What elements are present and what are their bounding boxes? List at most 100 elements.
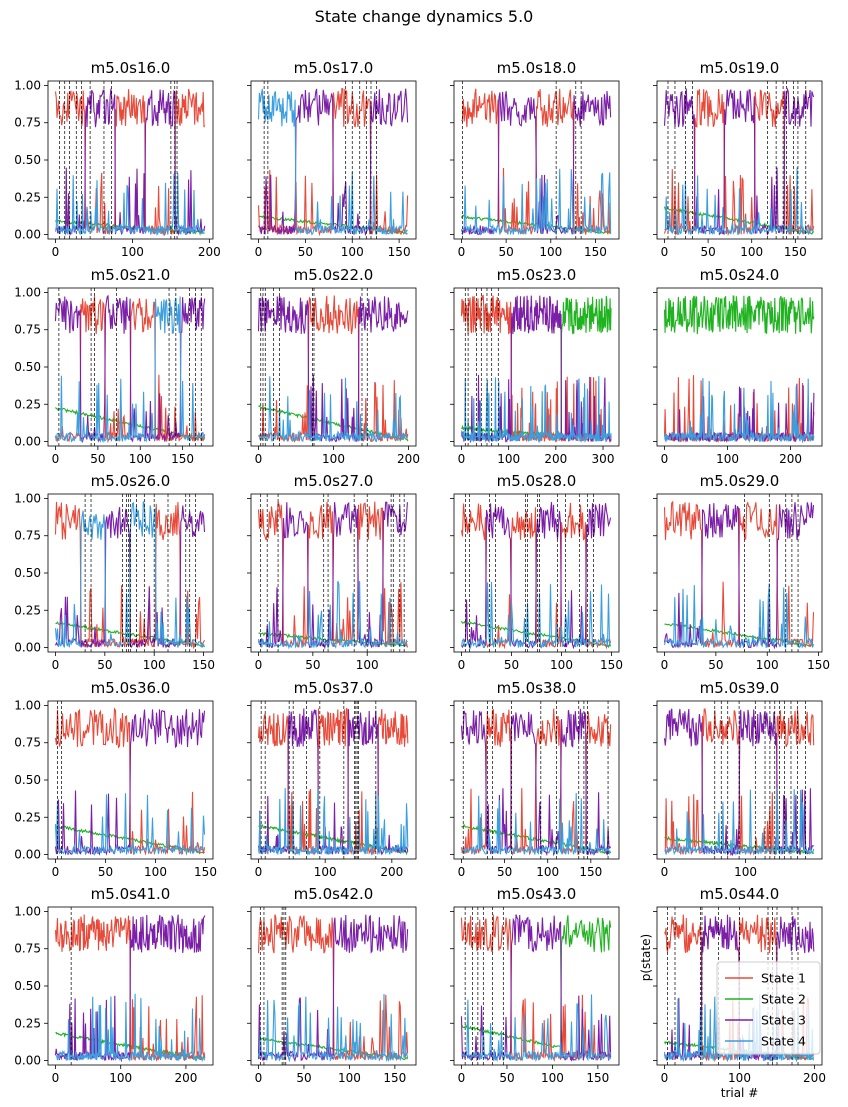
x-tick-label: 0 bbox=[52, 658, 60, 672]
x-tick-label: 100 bbox=[550, 658, 573, 672]
x-tick-label: 300 bbox=[592, 452, 615, 466]
x-tick-label: 100 bbox=[109, 1071, 132, 1085]
y-tick-label: 0.50 bbox=[14, 360, 41, 374]
series-line-state-4 bbox=[257, 580, 408, 650]
x-tick-label: 150 bbox=[600, 658, 623, 672]
y-tick-label: 0.50 bbox=[14, 153, 41, 167]
plot-area bbox=[460, 81, 612, 239]
series-line-state-1 bbox=[257, 914, 409, 1062]
subplot-m5.0s24.0: m5.0s24.0 0 100 200 bbox=[653, 266, 823, 466]
x-tick-label: 100 bbox=[143, 658, 166, 672]
subplot-m5.0s27.0: m5.0s27.0 0 50 100 bbox=[247, 472, 417, 672]
y-tick-label: 0.00 bbox=[14, 641, 41, 655]
plot-area bbox=[54, 701, 206, 859]
x-tick-label: 200 bbox=[803, 1071, 826, 1085]
x-tick-label: 100 bbox=[341, 245, 364, 259]
x-tick-label: 100 bbox=[716, 452, 739, 466]
x-tick-label: 50 bbox=[298, 245, 313, 259]
subplot-m5.0s42.0: m5.0s42.0 0 50 100 150 bbox=[247, 885, 417, 1085]
x-tick-label: 0 bbox=[661, 865, 669, 879]
y-tick-label: 0.50 bbox=[14, 566, 41, 580]
x-axis-label: trial # bbox=[721, 1086, 759, 1100]
subplot-m5.0s23.0: m5.0s23.0 0 100 200 300 bbox=[450, 266, 620, 466]
subplot-m5.0s39.0: m5.0s39.0 0 100 bbox=[653, 679, 823, 879]
x-tick-label: 100 bbox=[728, 1071, 751, 1085]
x-tick-label: 0 bbox=[458, 1071, 466, 1085]
x-tick-label: 100 bbox=[338, 1071, 361, 1085]
series-line-state-4 bbox=[257, 993, 409, 1063]
y-tick-label: 1.00 bbox=[14, 698, 41, 712]
x-tick-label: 0 bbox=[52, 865, 60, 879]
series-line-state-3 bbox=[461, 502, 612, 650]
plot-area bbox=[257, 288, 409, 446]
subplot-title: m5.0s43.0 bbox=[497, 885, 577, 903]
x-tick-label: 0 bbox=[458, 452, 466, 466]
x-tick-label: 50 bbox=[296, 1071, 311, 1085]
plot-area bbox=[460, 288, 612, 446]
legend-label: State 4 bbox=[761, 1034, 806, 1049]
y-tick-label: 0.50 bbox=[14, 979, 41, 993]
plot-area bbox=[54, 907, 206, 1065]
x-tick-label: 150 bbox=[171, 452, 194, 466]
legend-label: State 1 bbox=[761, 971, 806, 986]
x-tick-label: 100 bbox=[541, 1071, 564, 1085]
subplot-m5.0s38.0: m5.0s38.0 0 50 100 150 bbox=[450, 679, 620, 879]
subplot-m5.0s22.0: m5.0s22.0 0 100 200 bbox=[247, 266, 420, 466]
series-line-state-4 bbox=[54, 296, 206, 444]
subplot-m5.0s36.0: m5.0s36.0 0.00 0.25 0.50 0.75 1.00 0 50 100 150 bbox=[14, 679, 217, 879]
series-line-state-3 bbox=[257, 914, 409, 1063]
x-tick-label: 150 bbox=[586, 1071, 609, 1085]
x-tick-label: 150 bbox=[584, 245, 607, 259]
subplot-title: m5.0s36.0 bbox=[91, 679, 171, 697]
y-tick-label: 1.00 bbox=[14, 904, 41, 918]
legend: State 1 State 2 State 3 State 4 bbox=[716, 961, 821, 1055]
series-line-state-4 bbox=[54, 501, 206, 648]
subplot-title: m5.0s42.0 bbox=[294, 885, 374, 903]
x-tick-label: 150 bbox=[807, 658, 830, 672]
y-tick-label: 0.75 bbox=[14, 116, 41, 130]
subplot-title: m5.0s21.0 bbox=[91, 266, 171, 284]
y-tick-label: 0.00 bbox=[14, 1054, 41, 1068]
legend-box bbox=[716, 961, 821, 1055]
x-tick-label: 100 bbox=[740, 245, 763, 259]
subplot-title: m5.0s16.0 bbox=[91, 59, 171, 77]
subplot-title: m5.0s23.0 bbox=[497, 266, 577, 284]
subplot-m5.0s29.0: m5.0s29.0 0 50 100 150 bbox=[653, 472, 830, 672]
x-tick-label: 0 bbox=[255, 658, 263, 672]
x-tick-label: 0 bbox=[458, 865, 466, 879]
series-line-state-3 bbox=[258, 88, 409, 237]
subplot-title: m5.0s28.0 bbox=[497, 472, 577, 490]
x-tick-label: 50 bbox=[499, 1071, 514, 1085]
y-tick-label: 0.25 bbox=[14, 810, 41, 824]
subplot-title: m5.0s24.0 bbox=[700, 266, 780, 284]
x-tick-label: 200 bbox=[198, 245, 221, 259]
x-tick-label: 0 bbox=[52, 245, 60, 259]
x-tick-label: 50 bbox=[499, 245, 514, 259]
series-line-state-2 bbox=[663, 295, 815, 335]
plot-area bbox=[663, 295, 815, 444]
series-line-state-4 bbox=[461, 994, 612, 1063]
series-line-state-3 bbox=[257, 708, 409, 856]
x-tick-label: 150 bbox=[784, 245, 807, 259]
x-tick-label: 100 bbox=[144, 865, 167, 879]
subplot-title: m5.0s19.0 bbox=[700, 59, 780, 77]
plot-area bbox=[663, 81, 815, 239]
plot-area bbox=[663, 701, 815, 859]
subplot-title: m5.0s27.0 bbox=[294, 472, 374, 490]
x-tick-label: 50 bbox=[497, 865, 512, 879]
y-tick-label: 0.25 bbox=[14, 190, 41, 204]
subplot-title: m5.0s39.0 bbox=[700, 679, 780, 697]
y-tick-label: 0.00 bbox=[14, 435, 41, 449]
x-tick-label: 100 bbox=[734, 865, 757, 879]
x-tick-label: 0 bbox=[661, 452, 669, 466]
series-line-state-4 bbox=[664, 167, 815, 236]
series-line-state-3 bbox=[663, 87, 815, 236]
legend-label: State 3 bbox=[761, 1013, 806, 1028]
series-line-state-4 bbox=[663, 377, 815, 444]
series-line-state-1 bbox=[257, 707, 409, 856]
series-line-state-2 bbox=[460, 915, 612, 1049]
x-tick-label: 50 bbox=[708, 658, 723, 672]
x-tick-label: 100 bbox=[497, 452, 520, 466]
